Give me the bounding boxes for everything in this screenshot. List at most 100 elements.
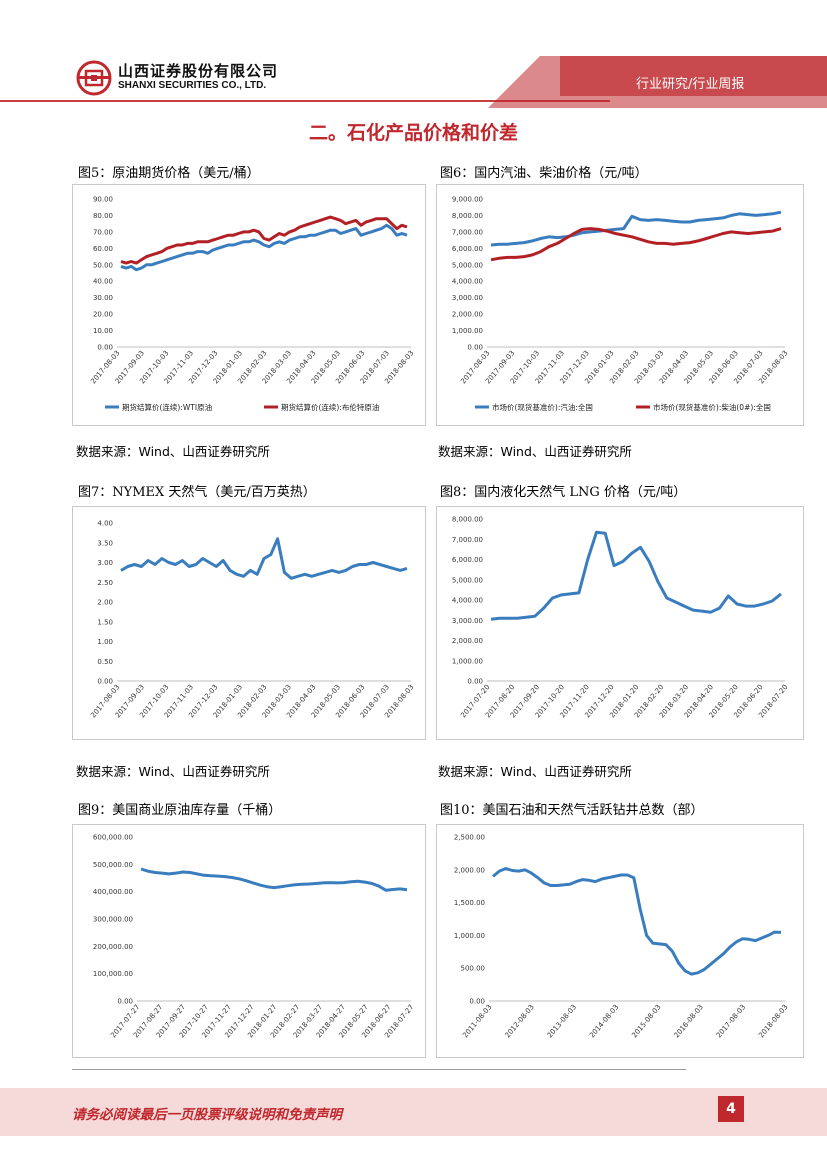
fig10-series-0 [492, 867, 782, 976]
figure-8-title: 图8：国内液化天然气 LNG 价格（元/吨） [440, 485, 687, 500]
fig8-ytick: 0.00 [467, 678, 483, 686]
fig5-ytick: 10.00 [93, 327, 113, 335]
fig5-ytick: 20.00 [93, 311, 113, 319]
fig8-series-0 [490, 530, 782, 621]
fig6-legend-label: 市场价(现货基准价):柴油(0#):全国 [653, 402, 771, 412]
fig6-series-1 [490, 227, 782, 262]
fig5-series-1 [120, 215, 408, 265]
chart-fig9-svg: 0.00 100,000.00 200,000.00 300,000.00 400,00… [93, 834, 416, 1040]
fig6-ytick: 4,000.00 [452, 278, 483, 286]
fig9-ytick: 200,000.00 [93, 943, 133, 951]
fig5-ytick: 60.00 [93, 245, 113, 253]
fig10-xtick: 2015-08-03 [630, 1003, 662, 1039]
fig5-ytick: 80.00 [93, 212, 113, 220]
fig9-ytick: 500,000.00 [93, 861, 133, 869]
fig7-ytick: 4.00 [97, 520, 113, 528]
figure-6-title: 图6：国内汽油、柴油价格（元/吨） [440, 166, 648, 181]
disclaimer-notice: 请务必阅读最后一页股票评级说明和免责声明 [72, 1107, 342, 1123]
fig10-xtick: 2014-08-03 [588, 1003, 620, 1039]
fig5-legend-label: 期货结算价(连续):布伦特原油 [281, 402, 379, 412]
fig8-ytick: 6,000.00 [452, 556, 483, 564]
chart-fig8: 0.00 1,000.00 2,000.00 3,000.00 4,000.00 5,00… [436, 506, 804, 740]
fig6-ytick: 0.00 [467, 344, 483, 352]
fig9-series-0 [140, 867, 408, 892]
fig8-ytick: 5,000.00 [452, 576, 483, 584]
fig6-ytick: 2,000.00 [452, 311, 483, 319]
chart-fig6: 0.00 1,000.00 2,000.00 3,000.00 4,000.00 5,00… [436, 184, 804, 426]
chart-fig9: 0.00 100,000.00 200,000.00 300,000.00 400,00… [72, 824, 426, 1058]
fig6-ytick: 1,000.00 [452, 327, 483, 335]
company-name-cn: 山西证券股份有限公司 [118, 62, 279, 80]
report-type-tag: 行业研究/行业周报 [636, 77, 745, 92]
chart-fig5-svg: 0.00 10.00 20.00 30.00 40.00 50.00 60.00 70.00 8… [89, 196, 415, 413]
page-number: 4 [718, 1096, 744, 1122]
fig7-ytick: 0.00 [97, 678, 113, 686]
fig9-ytick: 400,000.00 [93, 888, 133, 896]
figure-7-source: 数据来源：Wind、山西证券研究所 [76, 764, 270, 779]
fig6-ytick: 5,000.00 [452, 261, 483, 269]
fig7-ytick: 1.00 [97, 638, 113, 646]
chart-fig5: 0.00 10.00 20.00 30.00 40.00 50.00 60.00 70.00 8… [72, 184, 426, 426]
fig5-ytick: 30.00 [93, 294, 113, 302]
figure-6-source: 数据来源：Wind、山西证券研究所 [438, 444, 632, 459]
fig8-ytick: 3,000.00 [452, 617, 483, 625]
fig7-ytick: 2.50 [97, 579, 113, 587]
fig6-ytick: 7,000.00 [452, 228, 483, 236]
fig6-legend-label: 市场价(现货基准价):汽油:全国 [492, 402, 593, 412]
fig10-ytick: 1,000.00 [454, 932, 485, 940]
fig7-ytick: 0.50 [97, 658, 113, 666]
fig10-ytick: 1,500.00 [454, 899, 485, 907]
figure-9-title: 图9：美国商业原油库存量（千桶） [78, 803, 282, 818]
chart-fig7-svg: 0.000.501.001.502.002.503.003.504.002017… [89, 520, 415, 720]
fig5-ytick: 70.00 [93, 228, 113, 236]
fig9-ytick: 300,000.00 [93, 916, 133, 924]
fig7-ytick: 1.50 [97, 618, 113, 626]
fig9-ytick: 600,000.00 [93, 834, 133, 842]
fig6-series-0 [490, 210, 782, 247]
figure-5-source: 数据来源：Wind、山西证券研究所 [76, 444, 270, 459]
fig10-xtick: 2017-08-03 [715, 1003, 747, 1039]
fig7-ytick: 3.50 [97, 539, 113, 547]
fig10-xtick: 2018-08-03 [757, 1003, 789, 1039]
figure-5-title: 图5：原油期货价格（美元/桶） [78, 166, 260, 181]
chart-fig10-svg: 0.00 500.00 1,000.00 1,500.00 2,000.00 2,500.… [454, 834, 790, 1040]
fig10-ytick: 2,000.00 [454, 866, 485, 874]
fig7-series-0 [120, 537, 408, 580]
fig10-ytick: 500.00 [461, 965, 486, 973]
section-title: 二。石化产品价格和价差 [308, 122, 518, 144]
fig8-ytick: 7,000.00 [452, 536, 483, 544]
fig5-ytick: 50.00 [93, 261, 113, 269]
fig6-ytick: 6,000.00 [452, 245, 483, 253]
chart-fig10: 0.00 500.00 1,000.00 1,500.00 2,000.00 2,500.… [436, 824, 804, 1058]
fig10-xtick: 2011-08-03 [461, 1003, 493, 1039]
fig5-series-0 [120, 223, 408, 272]
figure-10-title: 图10：美国石油和天然气活跃钻井总数（部） [440, 803, 704, 818]
company-name-en: SHANXI SECURITIES CO., LTD. [118, 80, 267, 91]
figure-8-source: 数据来源：Wind、山西证券研究所 [438, 764, 632, 779]
fig10-ytick: 0.00 [469, 998, 485, 1006]
chart-fig7: 0.00 0.50 1.00 1.50 2.00 2.50 3.00 3.50 4.00 2017… [72, 506, 426, 740]
fig9-ytick: 100,000.00 [93, 970, 133, 978]
fig10-xtick: 2016-08-03 [673, 1003, 705, 1039]
chart-fig8-svg: 0.00 1,000.00 2,000.00 3,000.00 4,000.00 5,00… [452, 516, 790, 720]
fig8-ytick: 8,000.00 [452, 516, 483, 524]
fig7-ytick: 3.00 [97, 559, 113, 567]
fig5-ytick: 90.00 [93, 196, 113, 204]
fig6-ytick: 3,000.00 [452, 294, 483, 302]
header-band [0, 56, 827, 108]
footer-band [0, 1088, 827, 1136]
fig6-ytick: 9,000.00 [452, 196, 483, 204]
fig8-ytick: 2,000.00 [452, 637, 483, 645]
fig7-ytick: 2.00 [97, 599, 113, 607]
figure-7-title: 图7：NYMEX 天然气（美元/百万英热） [78, 485, 316, 500]
fig10-xtick: 2013-08-03 [546, 1003, 578, 1039]
fig10-ytick: 2,500.00 [454, 834, 485, 842]
bottom-divider [72, 1069, 686, 1070]
fig6-ytick: 8,000.00 [452, 212, 483, 220]
fig5-ytick: 0.00 [97, 344, 113, 352]
fig10-xtick: 2012-08-03 [504, 1003, 536, 1039]
fig8-ytick: 1,000.00 [452, 657, 483, 665]
fig9-ytick: 0.00 [117, 998, 133, 1006]
fig8-ytick: 4,000.00 [452, 597, 483, 605]
fig5-ytick: 40.00 [93, 278, 113, 286]
